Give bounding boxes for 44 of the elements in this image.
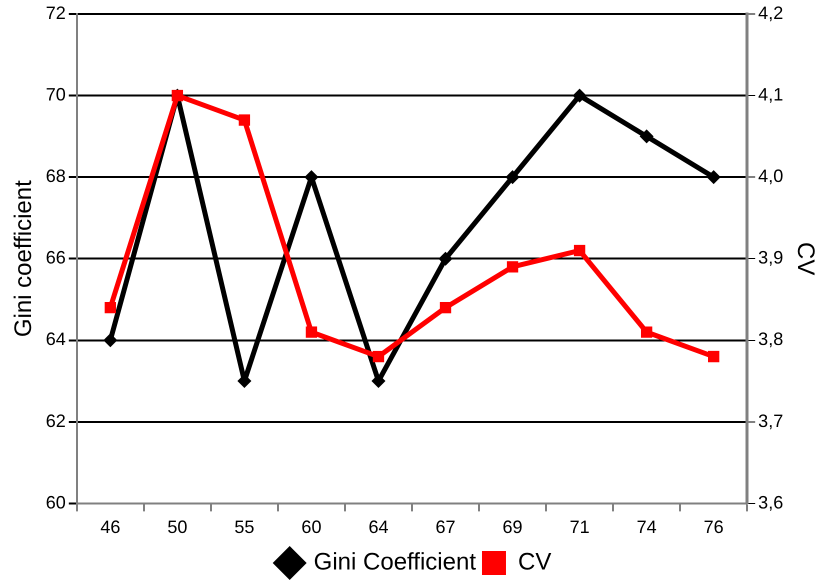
point: [574, 244, 586, 256]
y-tick-label: 66: [46, 248, 66, 268]
point: [706, 170, 721, 184]
point: [372, 350, 384, 362]
point: [640, 326, 652, 338]
y2-tick-label: 3,8: [758, 329, 784, 350]
y2-tick-label: 3,6: [758, 492, 784, 512]
y2-axis-title: CV: [792, 242, 819, 276]
legend-label: Gini Coefficient: [314, 548, 476, 576]
x-tick-label: 67: [436, 517, 456, 538]
y2-tick-label: 4,0: [758, 166, 784, 186]
x-tick-label: 64: [368, 517, 388, 538]
point: [438, 252, 453, 266]
y2-tick-label: 3,9: [758, 248, 784, 268]
y-tick-label: 70: [46, 84, 66, 105]
y-tick-label: 72: [46, 2, 66, 23]
x-tick-label: 76: [704, 517, 724, 538]
point: [506, 170, 520, 184]
x-tick-label: 55: [234, 517, 254, 538]
point: [306, 326, 318, 338]
point: [103, 333, 118, 348]
x-tick-label: 46: [100, 517, 120, 538]
legend-label: CV: [518, 548, 552, 576]
point: [440, 302, 452, 314]
y-axis-title: Gini coefficient: [10, 180, 38, 338]
y2-tick-label: 4,2: [758, 2, 784, 23]
x-tick-label: 50: [167, 517, 188, 538]
x-tick-label: 71: [570, 517, 590, 538]
y-tick-label: 62: [46, 410, 66, 431]
point: [104, 302, 116, 314]
y-tick-label: 64: [46, 329, 66, 350]
point: [572, 88, 587, 103]
point: [506, 261, 518, 273]
y2-tick-label: 4,1: [758, 84, 784, 105]
x-tick-label: 74: [636, 517, 657, 538]
point: [238, 114, 250, 126]
point: [371, 374, 386, 388]
y2-tick-label: 3,7: [758, 410, 784, 431]
y-tick-label: 60: [46, 492, 66, 512]
point: [708, 350, 720, 362]
point: [640, 129, 654, 144]
x-tick-label: 60: [301, 517, 322, 538]
y-tick-label: 68: [46, 166, 66, 186]
x-tick-label: 69: [502, 517, 523, 538]
